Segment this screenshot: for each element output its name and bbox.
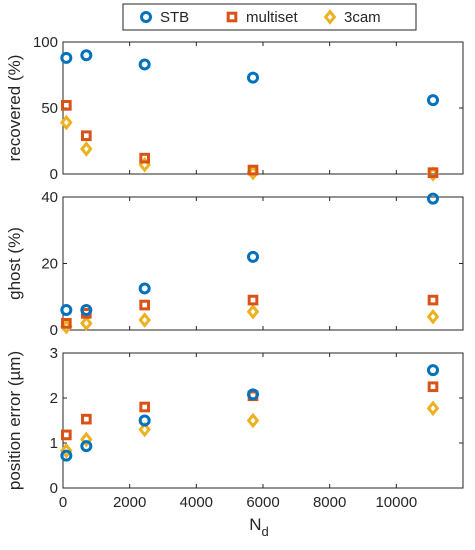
plot-frame (62, 41, 464, 175)
point-multiset (61, 429, 72, 441)
legend-box (122, 3, 417, 31)
point-multiset (81, 130, 92, 142)
point-stb (60, 449, 73, 462)
x-tick-label: 0 (59, 494, 67, 511)
point-multiset (81, 413, 92, 425)
point-stb (60, 304, 73, 317)
y-axis-label: position error (µm) (5, 351, 24, 490)
plot-frame (62, 196, 464, 331)
y-tick-label: 0 (50, 480, 58, 497)
x-tick-label: 2000 (113, 494, 146, 511)
point-3cam (246, 303, 260, 320)
point-stb (80, 304, 93, 317)
point-stb (138, 282, 151, 295)
point-stb (60, 51, 73, 64)
point-stb (247, 388, 259, 401)
legend-label-3cam: 3cam (344, 9, 381, 26)
y-axis-label: recovered (%) (5, 55, 24, 162)
y-tick-label: 1 (50, 435, 58, 452)
y-axis-label: ghost (%) (5, 227, 24, 300)
point-3cam (138, 312, 151, 328)
point-multiset (61, 100, 72, 111)
point-stb (80, 49, 93, 62)
legend-marker-multiset (226, 11, 238, 23)
point-multiset (427, 381, 439, 393)
x-tick-label: 8000 (313, 494, 346, 511)
panel-3: 0 1 2 3 0 2000 4000 6000 8000 10000 position error… (5, 345, 464, 511)
point-3cam (60, 114, 73, 131)
x-axis-label: Nd (249, 515, 269, 539)
point-3cam (246, 412, 260, 429)
y-tick-label: 40 (41, 189, 58, 206)
legend: STB multiset 3cam (122, 3, 417, 31)
point-stb (80, 440, 93, 453)
legend-marker-stb (140, 11, 152, 23)
point-stb (247, 71, 259, 84)
legend-label-multiset: multiset (246, 9, 299, 26)
point-3cam (138, 421, 151, 438)
point-stb (247, 250, 259, 263)
point-multiset (139, 152, 150, 164)
point-multiset (139, 401, 150, 413)
panel-1: 0 50 100 recovered (%) (5, 34, 464, 183)
point-multiset (427, 167, 439, 179)
x-tick-label: 10000 (375, 494, 417, 511)
point-multiset (61, 318, 72, 329)
point-multiset (247, 164, 259, 176)
point-stb (427, 192, 439, 205)
y-tick-label: 20 (41, 256, 58, 273)
point-multiset (139, 299, 150, 311)
point-3cam (426, 400, 440, 417)
point-stb (427, 94, 439, 107)
point-3cam (80, 315, 93, 332)
panel-2: 0 20 40 ghost (%) (5, 189, 464, 339)
x-tick-label: 4000 (180, 494, 213, 511)
point-multiset (427, 294, 439, 306)
y-tick-label: 100 (33, 34, 58, 51)
point-stb (138, 58, 151, 71)
y-tick-label: 0 (50, 322, 58, 339)
y-tick-label: 3 (50, 345, 58, 362)
legend-label-stb: STB (160, 9, 189, 26)
legend-marker-3cam (323, 9, 337, 25)
point-3cam (60, 442, 73, 459)
y-tick-label: 0 (50, 166, 58, 183)
point-3cam (426, 308, 440, 325)
point-stb (427, 364, 439, 377)
y-tick-label: 2 (50, 390, 58, 407)
point-multiset (247, 294, 259, 306)
y-tick-label: 50 (41, 100, 58, 117)
point-stb (138, 414, 151, 427)
x-tick-label: 6000 (246, 494, 279, 511)
point-3cam (80, 431, 93, 448)
plot-frame (62, 352, 464, 489)
point-3cam (80, 141, 93, 157)
